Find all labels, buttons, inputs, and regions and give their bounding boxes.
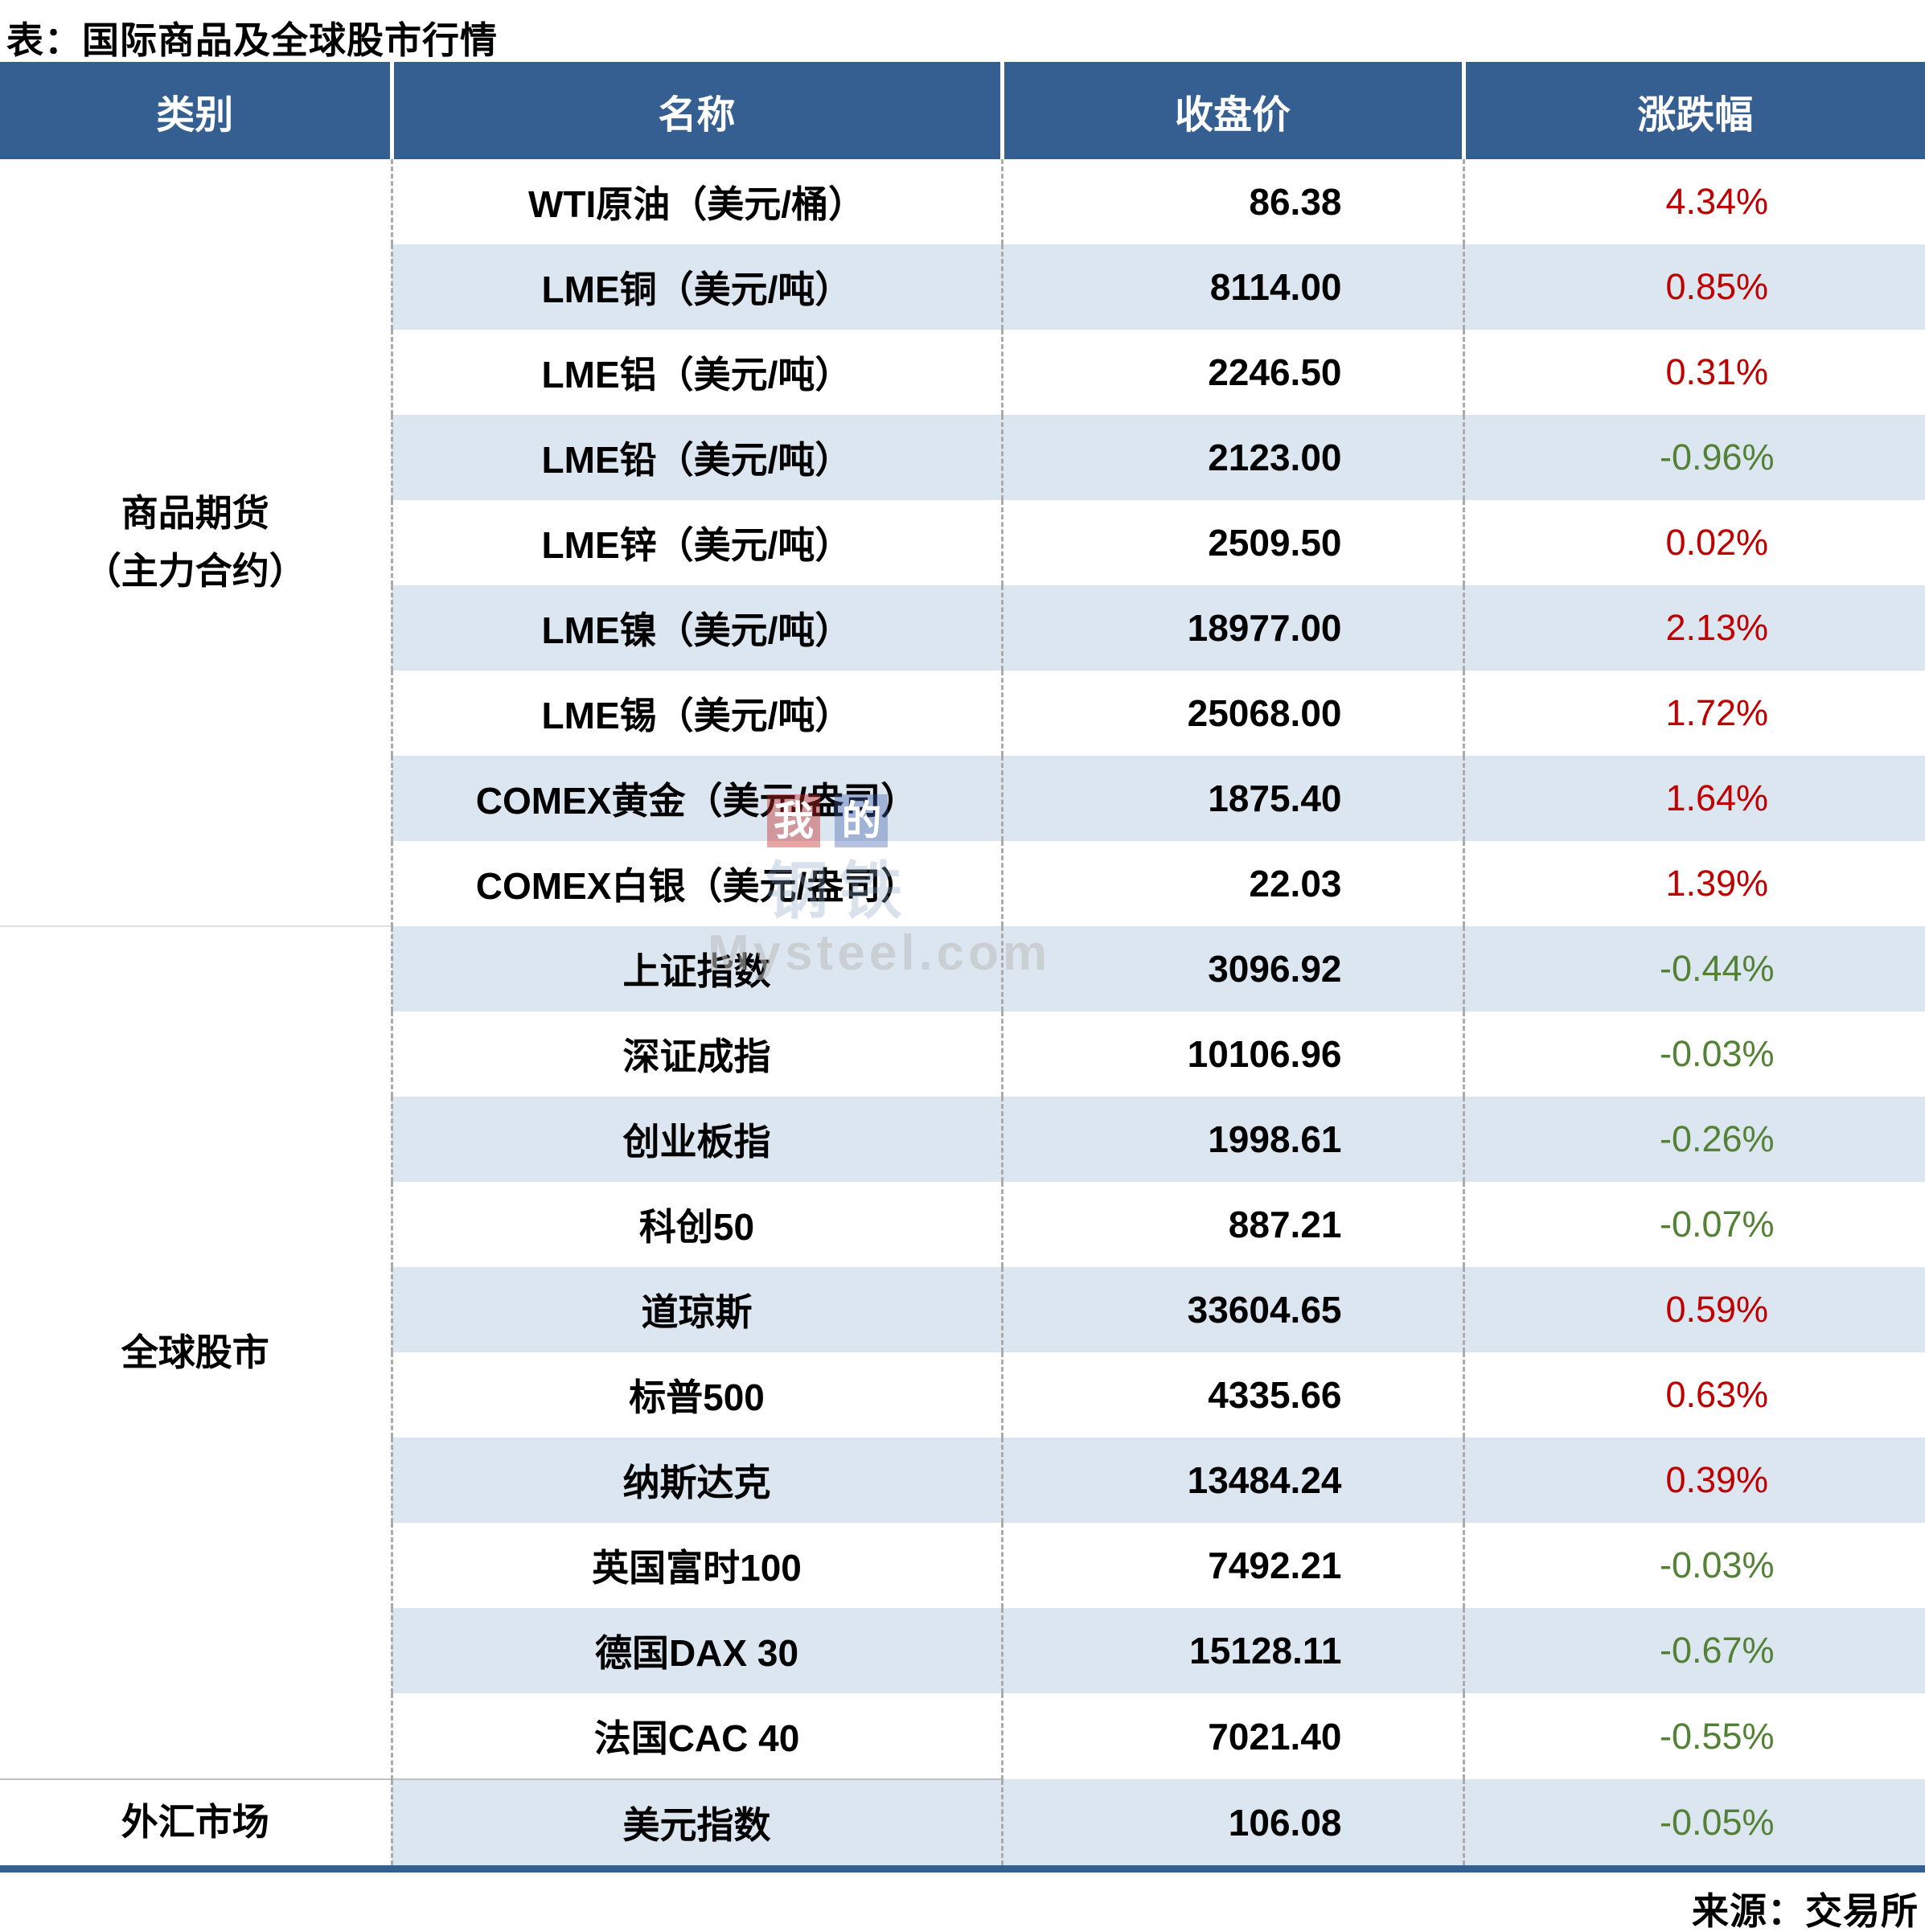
instrument-name: COMEX黄金（美元/盎司） — [390, 756, 1002, 841]
closing-price: 3096.92 — [1000, 926, 1463, 1011]
instrument-name: LME锡（美元/吨） — [390, 671, 1002, 756]
instrument-name: 上证指数 — [390, 926, 1002, 1011]
instrument-name: 英国富时100 — [390, 1523, 1002, 1608]
instrument-name: LME铝（美元/吨） — [390, 330, 1002, 415]
change-percent: -0.67% — [1462, 1608, 1925, 1693]
category-cell: 全球股市 — [0, 925, 392, 1779]
change-percent: -0.55% — [1462, 1693, 1925, 1779]
table-row: 标普500 4335.66 0.63% — [0, 1352, 1925, 1438]
table-row: COMEX黄金（美元/盎司） 1875.40 1.64% — [0, 756, 1925, 841]
table-row: 全球股市 上证指数 3096.92 -0.44% — [0, 925, 1925, 1779]
closing-price: 33604.65 — [1000, 1267, 1463, 1352]
closing-price: 86.38 — [1000, 159, 1463, 244]
closing-price: 10106.96 — [1000, 1011, 1463, 1097]
instrument-name: 德国DAX 30 — [390, 1608, 1002, 1693]
category-label: 外汇市场 — [121, 1801, 269, 1844]
change-percent: -0.03% — [1462, 1523, 1925, 1608]
instrument-name: 创业板指 — [390, 1097, 1002, 1182]
instrument-name: LME铜（美元/吨） — [390, 244, 1002, 330]
table-row: LME锡（美元/吨） 25068.00 1.72% — [0, 671, 1925, 756]
category-cell: 外汇市场 — [0, 1778, 392, 1865]
column-header-3: 收盘价 — [999, 62, 1463, 159]
market-table: 类别 名称 收盘价 涨跌幅 商品期货 （主力合约） WTI原油（美元/桶） 86.38 4.3… — [0, 62, 1925, 1865]
column-header-2: 名称 — [389, 62, 1002, 159]
closing-price: 22.03 — [1000, 841, 1463, 926]
instrument-name: 美元指数 — [390, 1778, 1002, 1865]
category-cell: 商品期货 （主力合约） — [0, 159, 392, 926]
change-percent: 1.39% — [1462, 841, 1925, 926]
table-row: 深证成指 10106.96 -0.03% — [0, 1011, 1925, 1097]
table-row: LME铅（美元/吨） 2123.00 -0.96% — [0, 415, 1925, 500]
instrument-name: LME铅（美元/吨） — [390, 415, 1002, 500]
change-percent: 0.85% — [1462, 244, 1925, 330]
closing-price: 7021.40 — [1000, 1693, 1463, 1779]
instrument-name: 深证成指 — [390, 1011, 1002, 1097]
table-row: 法国CAC 40 7021.40 -0.55% — [0, 1693, 1925, 1779]
change-percent: 1.72% — [1462, 671, 1925, 756]
instrument-name: 道琼斯 — [390, 1267, 1002, 1352]
table-body: 商品期货 （主力合约） WTI原油（美元/桶） 86.38 4.34% LME铜（美元/吨… — [0, 159, 1925, 1865]
category-label: （主力合约） — [84, 549, 306, 592]
closing-price: 13484.24 — [1000, 1438, 1463, 1523]
change-percent: -0.96% — [1462, 415, 1925, 500]
change-percent: -0.07% — [1462, 1182, 1925, 1267]
closing-price: 106.08 — [1000, 1779, 1463, 1865]
change-percent: -0.05% — [1462, 1779, 1925, 1865]
closing-price: 8114.00 — [1000, 244, 1463, 330]
table-row: 科创50 887.21 -0.07% — [0, 1182, 1925, 1267]
table-row: LME镍（美元/吨） 18977.00 2.13% — [0, 585, 1925, 671]
table-row: 纳斯达克 13484.24 0.39% — [0, 1438, 1925, 1523]
table-row: 英国富时100 7492.21 -0.03% — [0, 1523, 1925, 1608]
column-header-1: 类别 — [0, 62, 392, 159]
instrument-name: COMEX白银（美元/盎司） — [390, 841, 1002, 926]
change-percent: 0.59% — [1462, 1267, 1925, 1352]
closing-price: 2123.00 — [1000, 415, 1463, 500]
change-percent: -0.26% — [1462, 1097, 1925, 1182]
change-percent: -0.44% — [1462, 926, 1925, 1011]
bottom-bar — [0, 1865, 1925, 1873]
change-percent: -0.03% — [1462, 1011, 1925, 1097]
change-percent: 0.31% — [1462, 330, 1925, 415]
table-row: 德国DAX 30 15128.11 -0.67% — [0, 1608, 1925, 1693]
closing-price: 887.21 — [1000, 1182, 1463, 1267]
change-percent: 0.39% — [1462, 1438, 1925, 1523]
table-row: 道琼斯 33604.65 0.59% — [0, 1267, 1925, 1352]
closing-price: 4335.66 — [1000, 1352, 1463, 1438]
change-percent: 2.13% — [1462, 585, 1925, 671]
instrument-name: 标普500 — [390, 1352, 1002, 1438]
table-row: 外汇市场 美元指数 106.08 -0.05% — [0, 1778, 1925, 1865]
table-row: COMEX白银（美元/盎司） 22.03 1.39% — [0, 841, 1925, 926]
change-percent: 0.63% — [1462, 1352, 1925, 1438]
closing-price: 25068.00 — [1000, 671, 1463, 756]
table-title: 表：国际商品及全球股市行情 — [6, 19, 498, 61]
change-percent: 4.34% — [1462, 159, 1925, 244]
instrument-name: WTI原油（美元/桶） — [390, 159, 1002, 244]
instrument-name: LME锌（美元/吨） — [390, 500, 1002, 585]
header-row: 类别 名称 收盘价 涨跌幅 — [0, 62, 1925, 159]
change-percent: 0.02% — [1462, 500, 1925, 585]
category-label: 全球股市 — [121, 1331, 269, 1373]
instrument-name: 纳斯达克 — [390, 1438, 1002, 1523]
closing-price: 18977.00 — [1000, 585, 1463, 671]
table-row: LME锌（美元/吨） 2509.50 0.02% — [0, 500, 1925, 585]
closing-price: 2246.50 — [1000, 330, 1463, 415]
category-label: 商品期货 — [121, 492, 269, 535]
table-row: 创业板指 1998.61 -0.26% — [0, 1097, 1925, 1182]
source-note: 来源：交易所 — [1692, 1890, 1919, 1932]
closing-price: 1998.61 — [1000, 1097, 1463, 1182]
table-row: 商品期货 （主力合约） WTI原油（美元/桶） 86.38 4.34% — [0, 159, 1925, 926]
closing-price: 1875.40 — [1000, 756, 1463, 841]
change-percent: 1.64% — [1462, 756, 1925, 841]
closing-price: 15128.11 — [1000, 1608, 1463, 1693]
instrument-name: LME镍（美元/吨） — [390, 585, 1002, 671]
table-row: LME铝（美元/吨） 2246.50 0.31% — [0, 330, 1925, 415]
closing-price: 2509.50 — [1000, 500, 1463, 585]
instrument-name: 法国CAC 40 — [390, 1693, 1002, 1779]
instrument-name: 科创50 — [390, 1182, 1002, 1267]
table-header: 类别 名称 收盘价 涨跌幅 — [0, 62, 1925, 159]
column-header-4: 涨跌幅 — [1461, 62, 1925, 159]
table-row: LME铜（美元/吨） 8114.00 0.85% — [0, 244, 1925, 330]
closing-price: 7492.21 — [1000, 1523, 1463, 1608]
